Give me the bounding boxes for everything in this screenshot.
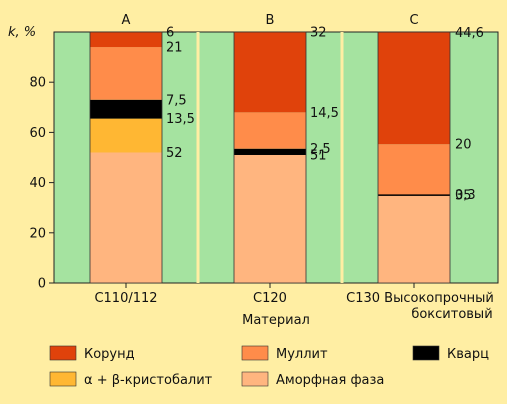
x-axis-title: Материал [242, 313, 310, 328]
data-label: 21 [166, 41, 183, 56]
data-label: 44,6 [455, 26, 484, 41]
legend-swatch-quartz [412, 345, 440, 361]
legend-label-amorph: Аморфная фаза [276, 373, 384, 388]
data-label: 20 [455, 138, 472, 153]
data-label: 6 [166, 26, 174, 41]
data-label: 14,5 [310, 106, 339, 121]
data-label: 35 [455, 189, 472, 204]
legend-label-mullite: Муллит [276, 347, 328, 362]
y-tick-label: 80 [29, 76, 46, 91]
y-tick-label: 0 [38, 277, 46, 292]
bar-segment-mullite [234, 112, 306, 149]
x-tick-label-line2: бокситовый [411, 307, 492, 322]
column-letter: A [122, 13, 131, 28]
data-label: 2,5 [310, 142, 331, 157]
bar-segment-amorph [90, 152, 162, 283]
column-letter: B [266, 13, 275, 28]
y-tick-label: 40 [29, 176, 46, 191]
legend-label-cristobalite: α + β-кристобалит [84, 373, 213, 388]
column-letter: C [409, 13, 418, 28]
y-tick-label: 60 [29, 126, 46, 141]
bar-segment-corundum [378, 32, 450, 145]
legend-label-corundum: Корунд [84, 347, 135, 362]
bar-segment-mullite [90, 47, 162, 100]
legend-swatch-cristobalite [49, 371, 77, 387]
data-label: 52 [166, 146, 183, 161]
legend-swatch-amorph [241, 371, 269, 387]
bar-segment-amorph [234, 154, 306, 283]
data-label: 7,5 [166, 93, 187, 108]
legend-swatch-corundum [49, 345, 77, 361]
y-axis-label: k, % [8, 25, 36, 40]
bar-segment-corundum [90, 32, 162, 48]
data-label: 13,5 [166, 112, 195, 127]
data-label: 32 [310, 26, 327, 41]
x-tick-label: C120 [253, 291, 287, 306]
x-tick-label: C110/112 [94, 291, 157, 306]
bar-segment-cristobalite [90, 118, 162, 153]
data-label: 0,3 [455, 188, 476, 203]
y-tick-label: 20 [29, 226, 46, 241]
legend-swatch-mullite [241, 345, 269, 361]
bar-segment-mullite [378, 144, 450, 195]
bar-segment-amorph [378, 195, 450, 283]
bar-segment-quartz [90, 99, 162, 119]
legend-label-quartz: Кварц [447, 347, 489, 362]
bar-segment-corundum [234, 32, 306, 113]
x-tick-label: C130 Высокопрочный [346, 291, 494, 306]
data-label: 51 [310, 148, 327, 163]
bar-segment-quartz [234, 148, 306, 155]
